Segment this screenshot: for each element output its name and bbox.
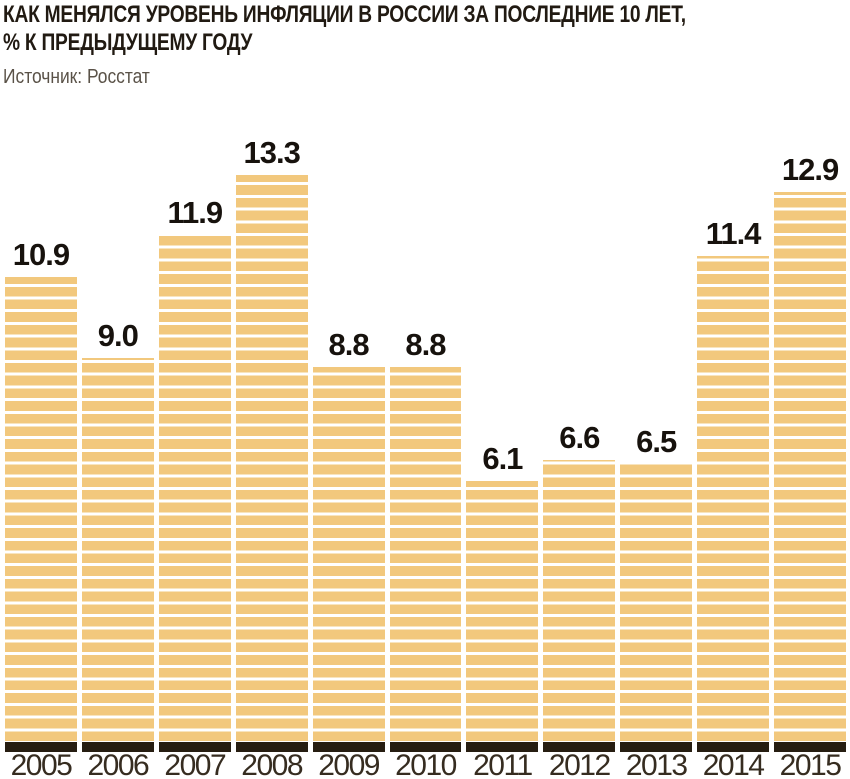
bar-year-label: 2008 [241, 749, 303, 779]
bar-column: 6.5 2013 [620, 424, 693, 779]
bar-value-label: 13.3 [243, 135, 301, 170]
bar-value-label: 8.8 [405, 327, 446, 362]
bar-value-label: 9.0 [97, 318, 139, 353]
bar-base [697, 742, 770, 752]
bar-base [774, 742, 846, 752]
bar-column: 8.8 2009 [312, 327, 385, 779]
bar [389, 367, 462, 741]
bar-value-label: 6.5 [636, 424, 677, 459]
chart-source: Источник: Росстат [3, 66, 150, 88]
bar-column: 6.1 2011 [466, 441, 539, 779]
bar [774, 192, 846, 741]
bar-year-label: 2014 [702, 749, 765, 779]
bar [312, 367, 385, 741]
bar-base [235, 742, 308, 752]
bar-year-label: 2013 [625, 749, 688, 779]
bar-base [312, 742, 385, 752]
bar-year-label: 2009 [318, 749, 380, 779]
bar [5, 277, 77, 741]
bar-year-label: 2015 [779, 749, 842, 779]
bar-value-label: 6.1 [482, 441, 523, 476]
bar-value-label: 6.6 [559, 420, 600, 455]
bar [235, 175, 308, 741]
bar-year-label: 2005 [10, 749, 73, 779]
bar [697, 256, 770, 741]
bar [620, 464, 693, 741]
bar-base [543, 742, 616, 752]
bar-column: 6.6 2012 [543, 420, 616, 779]
bar-value-label: 8.8 [328, 327, 370, 362]
chart-header: КАК МЕНЯЛСЯ УРОВЕНЬ ИНФЛЯЦИИ В РОССИИ ЗА… [3, 1, 850, 89]
bar-value-label: 10.9 [12, 237, 70, 272]
bar-base [81, 742, 154, 752]
bar-base [389, 742, 462, 752]
bar [81, 358, 154, 741]
bar [543, 460, 616, 741]
bar-year-label: 2011 [473, 749, 533, 779]
bar-value-label: 11.9 [167, 195, 223, 230]
bar-column: 8.8 2010 [389, 327, 462, 779]
bar-value-label: 11.4 [705, 216, 762, 251]
bar-column: 11.4 2014 [697, 216, 770, 779]
bar-column: 12.9 2015 [774, 154, 846, 779]
bar [466, 481, 539, 741]
bar-base [158, 742, 231, 752]
bar-value-label: 12.9 [781, 152, 839, 187]
bar-year-label: 2010 [395, 749, 457, 779]
bar-base [5, 742, 77, 752]
bar-column: 13.3 2008 [235, 135, 308, 779]
bar-column: 10.9 2005 [5, 239, 77, 779]
bar-year-label: 2006 [87, 749, 149, 779]
bar-base [620, 742, 693, 752]
chart-title-line-1: КАК МЕНЯЛСЯ УРОВЕНЬ ИНФЛЯЦИИ В РОССИИ ЗА… [3, 1, 686, 28]
bar-column: 9.0 2006 [81, 318, 154, 779]
bar-column: 11.9 2007 [158, 195, 231, 779]
bar-chart: 10.9 2005 9.0 2006 11.9 2007 13.3 2008 8… [5, 137, 846, 779]
bar [158, 235, 231, 741]
bar-year-label: 2012 [548, 749, 611, 779]
chart-title-line-2: % К ПРЕДЫДУЩЕМУ ГОДУ [3, 29, 253, 56]
bar-year-label: 2007 [164, 749, 226, 779]
bar-base [466, 742, 539, 752]
